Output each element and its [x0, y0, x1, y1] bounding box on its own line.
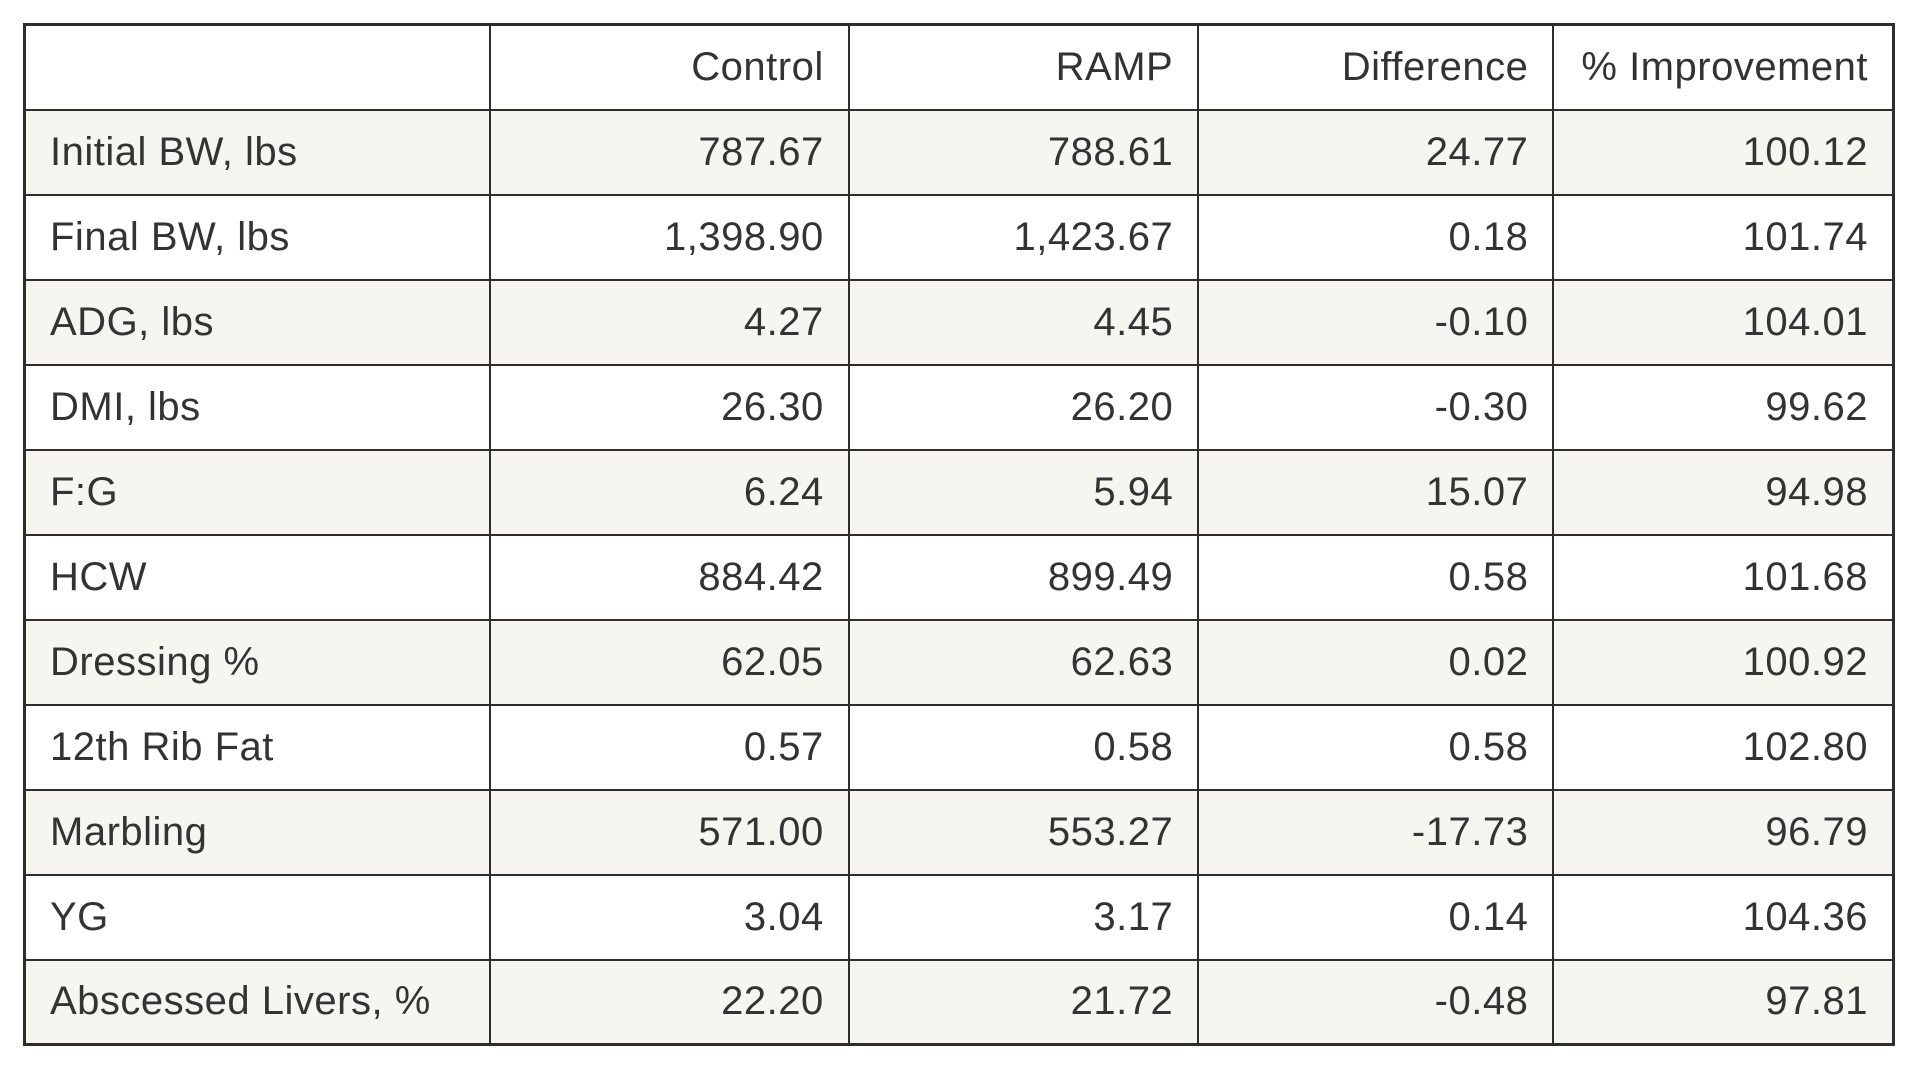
- improvement-value-cell: 100.92: [1552, 618, 1895, 706]
- ramp-value-cell: 3.17: [847, 873, 1200, 961]
- improvement-value-cell: 99.62: [1552, 363, 1895, 451]
- control-value-cell: 6.24: [488, 448, 850, 536]
- difference-value-cell: 0.58: [1197, 533, 1555, 621]
- control-value-cell: 22.20: [488, 958, 850, 1046]
- column-header-difference: Difference: [1197, 23, 1555, 111]
- row-label-cell: HCW: [23, 533, 491, 621]
- difference-value-cell: 0.14: [1197, 873, 1555, 961]
- difference-value-cell: 15.07: [1197, 448, 1555, 536]
- difference-value-cell: -17.73: [1197, 788, 1555, 876]
- ramp-value-cell: 553.27: [847, 788, 1200, 876]
- difference-value-cell: 0.58: [1197, 703, 1555, 791]
- ramp-value-cell: 21.72: [847, 958, 1200, 1046]
- ramp-value-cell: 0.58: [847, 703, 1200, 791]
- control-value-cell: 884.42: [488, 533, 850, 621]
- table-row: YG 3.04 3.17 0.14 104.36: [23, 873, 1895, 961]
- improvement-value-cell: 101.68: [1552, 533, 1895, 621]
- table-row: F:G 6.24 5.94 15.07 94.98: [23, 448, 1895, 536]
- improvement-value-cell: 104.01: [1552, 278, 1895, 366]
- control-value-cell: 62.05: [488, 618, 850, 706]
- difference-value-cell: -0.48: [1197, 958, 1555, 1046]
- ramp-value-cell: 1,423.67: [847, 193, 1200, 281]
- difference-value-cell: -0.10: [1197, 278, 1555, 366]
- improvement-value-cell: 100.12: [1552, 108, 1895, 196]
- row-label-cell: YG: [23, 873, 491, 961]
- table-row: HCW 884.42 899.49 0.58 101.68: [23, 533, 1895, 621]
- ramp-value-cell: 5.94: [847, 448, 1200, 536]
- column-header-metric: [23, 23, 491, 111]
- table-row: Dressing % 62.05 62.63 0.02 100.92: [23, 618, 1895, 706]
- difference-value-cell: -0.30: [1197, 363, 1555, 451]
- improvement-value-cell: 96.79: [1552, 788, 1895, 876]
- table-row: ADG, lbs 4.27 4.45 -0.10 104.01: [23, 278, 1895, 366]
- control-value-cell: 571.00: [488, 788, 850, 876]
- row-label-cell: Dressing %: [23, 618, 491, 706]
- improvement-value-cell: 102.80: [1552, 703, 1895, 791]
- row-label-cell: Initial BW, lbs: [23, 108, 491, 196]
- improvement-value-cell: 97.81: [1552, 958, 1895, 1046]
- table-row: 12th Rib Fat 0.57 0.58 0.58 102.80: [23, 703, 1895, 791]
- column-header-improvement: % Improvement: [1552, 23, 1895, 111]
- header-row: Control RAMP Difference % Improvement: [23, 23, 1895, 111]
- improvement-value-cell: 104.36: [1552, 873, 1895, 961]
- row-label-cell: 12th Rib Fat: [23, 703, 491, 791]
- difference-value-cell: 0.18: [1197, 193, 1555, 281]
- difference-value-cell: 24.77: [1197, 108, 1555, 196]
- table-row: Abscessed Livers, % 22.20 21.72 -0.48 97…: [23, 958, 1895, 1046]
- results-table-container: Control RAMP Difference % Improvement In…: [23, 23, 1895, 1046]
- table-row: Marbling 571.00 553.27 -17.73 96.79: [23, 788, 1895, 876]
- control-value-cell: 0.57: [488, 703, 850, 791]
- ramp-value-cell: 899.49: [847, 533, 1200, 621]
- ramp-value-cell: 62.63: [847, 618, 1200, 706]
- ramp-value-cell: 788.61: [847, 108, 1200, 196]
- row-label-cell: Abscessed Livers, %: [23, 958, 491, 1046]
- ramp-value-cell: 26.20: [847, 363, 1200, 451]
- row-label-cell: ADG, lbs: [23, 278, 491, 366]
- control-value-cell: 1,398.90: [488, 193, 850, 281]
- table-row: DMI, lbs 26.30 26.20 -0.30 99.62: [23, 363, 1895, 451]
- difference-value-cell: 0.02: [1197, 618, 1555, 706]
- control-vs-ramp-table: Control RAMP Difference % Improvement In…: [23, 23, 1895, 1046]
- column-header-ramp: RAMP: [847, 23, 1200, 111]
- control-value-cell: 4.27: [488, 278, 850, 366]
- control-value-cell: 26.30: [488, 363, 850, 451]
- table-body: Initial BW, lbs 787.67 788.61 24.77 100.…: [23, 108, 1895, 1046]
- table-row: Final BW, lbs 1,398.90 1,423.67 0.18 101…: [23, 193, 1895, 281]
- row-label-cell: Marbling: [23, 788, 491, 876]
- row-label-cell: DMI, lbs: [23, 363, 491, 451]
- ramp-value-cell: 4.45: [847, 278, 1200, 366]
- column-header-control: Control: [488, 23, 850, 111]
- control-value-cell: 787.67: [488, 108, 850, 196]
- table-row: Initial BW, lbs 787.67 788.61 24.77 100.…: [23, 108, 1895, 196]
- table-header: Control RAMP Difference % Improvement: [23, 23, 1895, 111]
- improvement-value-cell: 94.98: [1552, 448, 1895, 536]
- improvement-value-cell: 101.74: [1552, 193, 1895, 281]
- control-value-cell: 3.04: [488, 873, 850, 961]
- row-label-cell: F:G: [23, 448, 491, 536]
- row-label-cell: Final BW, lbs: [23, 193, 491, 281]
